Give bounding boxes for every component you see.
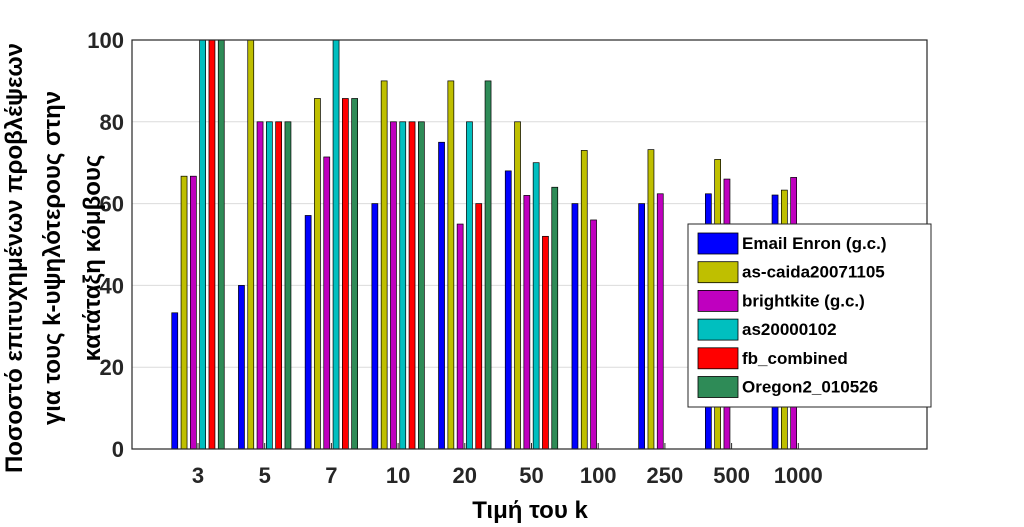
x-tick-label: 3	[192, 463, 204, 488]
legend-swatch	[697, 376, 739, 398]
bar	[504, 170, 512, 450]
legend-label: as-caida20071105	[742, 263, 885, 282]
x-tick-label: 500	[713, 463, 750, 488]
y-tick-labels: 0 20 40 60 80 100	[87, 28, 124, 462]
y-tick-label: 20	[100, 355, 124, 380]
x-tick-label: 10	[386, 463, 410, 488]
y-axis-label-line-2: για τους k-υψηλότερους στην	[39, 91, 66, 425]
bar	[418, 121, 425, 450]
bar	[323, 156, 331, 450]
legend-swatch	[697, 232, 739, 255]
bar	[514, 121, 521, 450]
bar	[656, 193, 664, 450]
bar	[408, 121, 416, 450]
legend: Email Enron (g.c.) as-caida20071105 bright…	[687, 223, 932, 408]
y-tick-label: 60	[100, 192, 124, 217]
x-tick-label: 20	[453, 463, 477, 488]
bar	[399, 121, 407, 450]
bar	[532, 162, 540, 450]
legend-label: brightkite (g.c.)	[742, 291, 865, 310]
y-axis-label-line-1: Ποσοστό επιτυχημένων προβλέψεων	[1, 43, 28, 473]
legend-label: as20000102	[742, 320, 837, 339]
bar	[475, 203, 483, 450]
legend-swatch	[697, 318, 739, 341]
bar	[590, 219, 597, 450]
bar	[208, 39, 216, 450]
y-tick-label: 100	[87, 28, 124, 53]
bar	[638, 203, 646, 450]
bar	[542, 235, 549, 450]
bar	[332, 39, 340, 450]
bar	[314, 98, 321, 450]
legend-swatch	[697, 261, 739, 284]
x-tick-labels: 3 5 7 10 20 50 100 250 500 1000	[192, 443, 823, 488]
bar	[247, 39, 255, 450]
y-tick-label: 80	[100, 110, 124, 135]
bar	[190, 175, 197, 450]
bar	[371, 203, 379, 450]
bar	[523, 195, 531, 450]
legend-label: Oregon2_010526	[742, 378, 878, 397]
bar	[256, 121, 264, 450]
bar	[171, 312, 179, 450]
x-tick-label: 1000	[774, 463, 823, 488]
bar	[466, 121, 473, 450]
x-tick-label: 100	[580, 463, 617, 488]
y-tick-label: 0	[112, 437, 124, 462]
bar	[456, 223, 464, 450]
bar	[180, 175, 188, 450]
y-axis-label: Ποσοστό επιτυχημένων προβλέψεων για τους…	[1, 43, 106, 473]
bar	[275, 121, 282, 450]
bar	[351, 98, 358, 450]
x-tick-label: 7	[325, 463, 337, 488]
bar	[284, 121, 292, 450]
bar	[551, 186, 559, 450]
bar	[390, 121, 397, 450]
x-tick-label: 250	[647, 463, 684, 488]
bar	[238, 285, 245, 450]
bar	[217, 39, 225, 450]
legend-swatch	[697, 347, 739, 370]
bar	[342, 98, 349, 450]
y-axis-label-line-3: κατάταξη κόμβους	[79, 155, 106, 362]
x-tick-label: 5	[259, 463, 271, 488]
bar	[438, 141, 445, 450]
bar	[380, 80, 388, 450]
legend-label: fb_combined	[742, 349, 848, 368]
bar	[199, 39, 206, 450]
bar	[447, 80, 455, 450]
bar	[484, 80, 492, 450]
bar	[266, 121, 273, 450]
legend-label: Email Enron (g.c.)	[742, 234, 887, 253]
bar	[304, 215, 312, 450]
bar	[647, 149, 655, 450]
x-axis-label: Τιμή του k	[472, 497, 588, 524]
legend-swatch	[697, 289, 739, 312]
x-tick-label: 50	[519, 463, 543, 488]
y-tick-label: 40	[100, 273, 124, 298]
bar	[580, 150, 588, 450]
bar	[571, 203, 579, 450]
